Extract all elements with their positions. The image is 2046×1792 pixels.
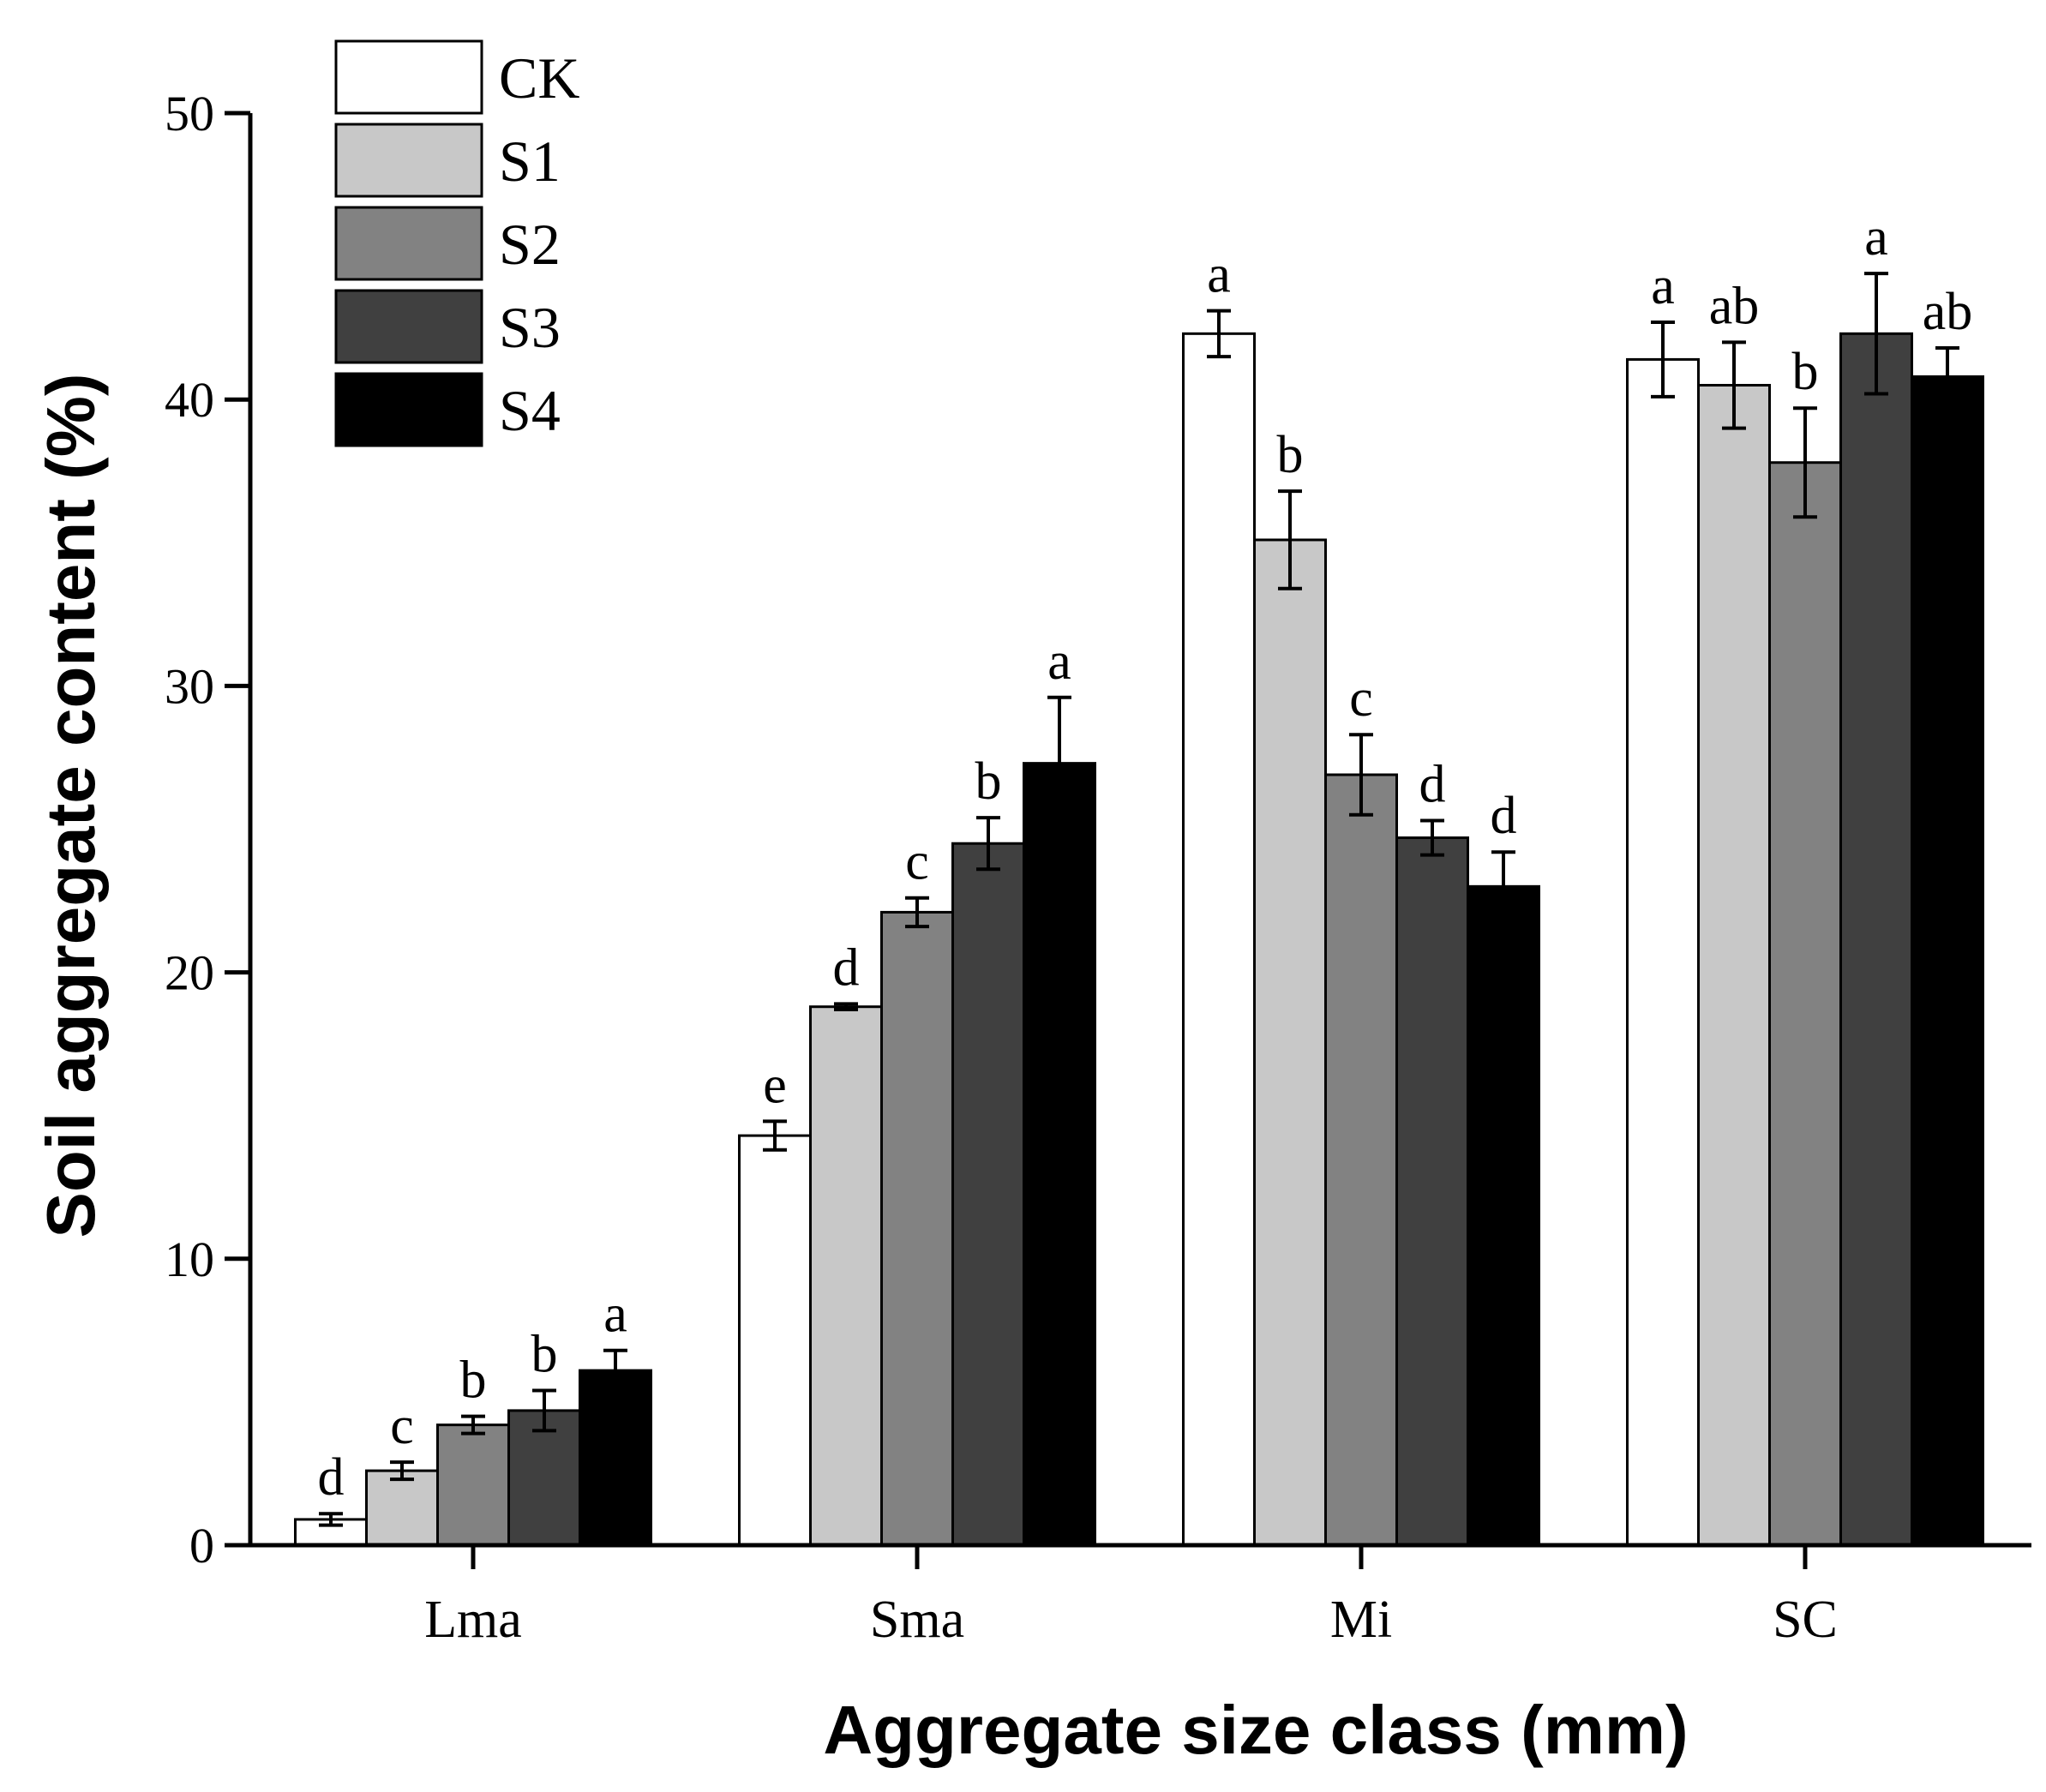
error-bar-s4-sma [1047,695,1071,831]
bar-s3-mi [1395,836,1469,1547]
legend-swatch-ck [334,39,483,115]
error-bar-s2-lma [461,1414,485,1435]
sig-letter-s1-mi: b [1277,426,1304,484]
legend-item-s4: S4 [334,372,561,447]
x-tick-label-lma: Lma [424,1591,522,1649]
bar-s2-sma [880,910,954,1547]
axes: 0 10 20 30 40 50 Lma Sma Mi SC [165,86,2031,1649]
x-tick-label-sc: SC [1773,1591,1838,1649]
legend-label-ck: CK [499,45,579,111]
bar-s1-sma [809,1005,883,1547]
error-bar-ck-sma [763,1119,787,1152]
bar-s2-sc [1768,461,1842,1547]
error-bar-s1-sma [834,1002,858,1012]
sig-letter-s3-mi: d [1419,755,1446,813]
bar-s1-mi [1253,538,1327,1547]
sig-letter-s1-sma: d [833,938,860,997]
y-axis-title: Soil aggregate content (%) [33,374,109,1238]
error-bar-s3-lma [532,1388,556,1433]
error-bar-s4-lma [603,1348,627,1393]
sig-letter-s4-mi: d [1491,787,1517,845]
legend-label-s2: S2 [499,212,561,277]
error-bar-s1-sc [1722,340,1746,430]
legend-swatch-s4 [334,372,483,447]
sig-letter-ck-lma: d [318,1448,345,1507]
bar-s3-sma [951,842,1025,1547]
bar-ck-sc [1626,357,1700,1547]
legend-item-s2: S2 [334,206,561,281]
y-tick-label-0: 0 [189,1518,214,1573]
sig-letter-s4-sma: a [1047,632,1071,691]
legend: CK S1 S2 S3 S4 [334,39,579,447]
error-bar-ck-mi [1207,309,1231,359]
y-tick-label-40: 40 [165,372,214,428]
bar-s4-sc [1911,375,1984,1547]
y-tick-label-50: 50 [165,86,214,141]
bar-s4-lma [579,1369,652,1547]
bar-ck-mi [1182,332,1256,1547]
y-tick-label-10: 10 [165,1232,214,1287]
bar-s2-lma [436,1423,510,1547]
y-tick-label-30: 30 [165,658,214,714]
error-bars [319,272,1959,1527]
sig-letter-s4-sc: ab [1923,283,1973,341]
sig-letter-s3-lma: b [531,1326,558,1384]
sig-letter-s1-lma: c [390,1397,414,1455]
sig-letter-s1-sc: ab [1709,277,1760,335]
sig-letter-s2-sc: b [1792,343,1819,401]
sig-letter-s3-sc: a [1864,208,1888,267]
sig-letter-s2-lma: b [460,1351,487,1410]
bar-ck-sma [738,1134,812,1547]
sig-letter-ck-sc: a [1651,257,1675,315]
legend-label-s4: S4 [499,378,561,443]
error-bar-s1-mi [1278,489,1302,590]
error-bar-s3-sc [1864,272,1888,396]
bar-s1-sc [1697,383,1771,1547]
legend-item-s1: S1 [334,123,561,198]
x-tick-label-mi: Mi [1330,1591,1392,1649]
error-bar-s2-sma [905,896,929,929]
error-bar-s3-sma [976,816,1000,872]
sig-letter-s2-mi: c [1349,669,1373,728]
bar-s2-mi [1324,773,1398,1547]
legend-swatch-s3 [334,289,483,364]
legend-item-ck: CK [334,39,579,115]
y-tick-label-20: 20 [165,945,214,1001]
error-bar-s2-mi [1349,733,1373,817]
sig-letter-s3-sma: b [975,752,1002,811]
sig-letter-s4-lma: a [603,1286,627,1344]
error-bar-s4-mi [1491,850,1515,923]
error-bar-s4-sc [1935,346,1959,407]
legend-swatch-s2 [334,206,483,281]
bar-s4-sma [1023,762,1096,1547]
legend-item-s3: S3 [334,289,561,364]
legend-label-s1: S1 [499,129,561,194]
legend-label-s3: S3 [499,295,561,360]
x-axis-title: Aggregate size class (mm) [823,1692,1688,1768]
error-bar-s1-lma [390,1460,414,1482]
error-bar-ck-sc [1651,320,1675,399]
sig-letter-s2-sma: c [905,833,929,891]
bar-s4-mi [1467,884,1540,1547]
error-bar-s3-mi [1420,818,1444,857]
x-tick-label-sma: Sma [870,1591,964,1649]
legend-swatch-s1 [334,123,483,198]
bars [294,332,1984,1547]
error-bar-s2-sc [1793,406,1817,519]
sig-letter-ck-sma: e [763,1056,787,1114]
bar-s1-lma [365,1469,439,1547]
bar-s3-sc [1839,332,1913,1547]
error-bar-ck-lma [319,1512,343,1527]
sig-letter-ck-mi: a [1207,246,1231,304]
